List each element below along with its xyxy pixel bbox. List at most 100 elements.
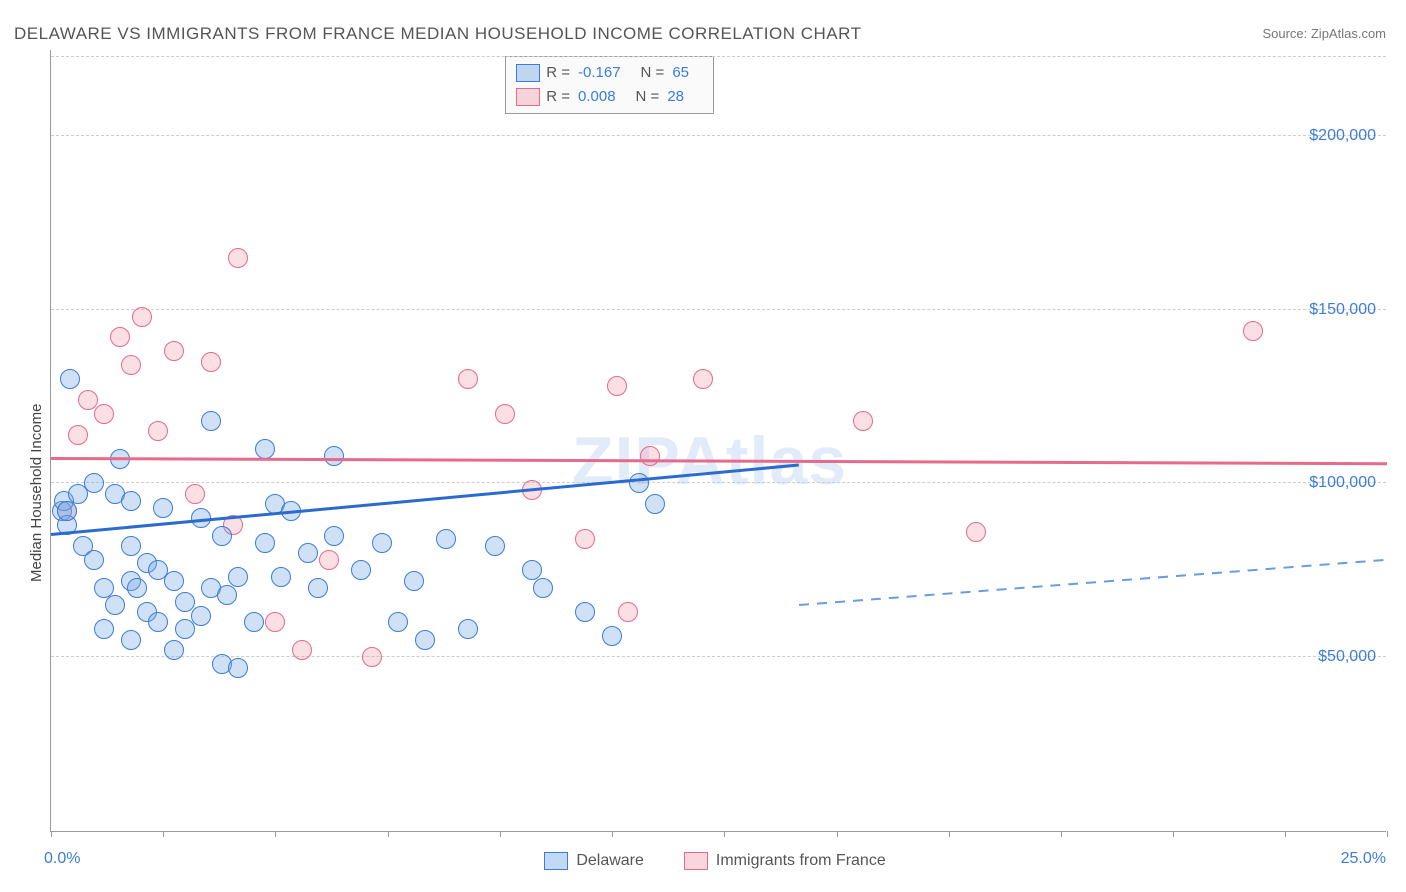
legend-item: Immigrants from France [684, 852, 886, 870]
x-tick [837, 831, 838, 837]
data-point [148, 612, 168, 632]
data-point [308, 578, 328, 598]
x-tick [500, 831, 501, 837]
data-point [629, 473, 649, 493]
legend-swatch [516, 88, 540, 106]
data-point [121, 630, 141, 650]
stats-legend-row: R = 0.008 N = 28 [516, 85, 703, 109]
data-point [84, 473, 104, 493]
data-point [217, 585, 237, 605]
trend-line [799, 558, 1387, 605]
data-point [362, 647, 382, 667]
gridline [51, 56, 1386, 57]
data-point [265, 612, 285, 632]
legend-swatch [684, 852, 708, 870]
y-tick-label: $50,000 [1318, 648, 1376, 666]
data-point [575, 529, 595, 549]
x-tick [949, 831, 950, 837]
x-tick [51, 831, 52, 837]
data-point [645, 494, 665, 514]
legend-swatch [544, 852, 568, 870]
data-point [191, 606, 211, 626]
source-citation: Source: ZipAtlas.com [1262, 26, 1386, 41]
data-point [127, 578, 147, 598]
data-point [110, 327, 130, 347]
n-label: N = [636, 85, 660, 109]
y-tick-label: $150,000 [1309, 301, 1376, 319]
data-point [60, 369, 80, 389]
data-point [458, 369, 478, 389]
data-point [212, 526, 232, 546]
x-tick [1173, 831, 1174, 837]
data-point [105, 595, 125, 615]
data-point [298, 543, 318, 563]
data-point [966, 522, 986, 542]
data-point [271, 567, 291, 587]
data-point [458, 619, 478, 639]
x-axis-min-label: 0.0% [44, 850, 80, 868]
data-point [640, 446, 660, 466]
data-point [693, 369, 713, 389]
y-tick-label: $200,000 [1309, 127, 1376, 145]
data-point [228, 658, 248, 678]
data-point [607, 376, 627, 396]
data-point [324, 446, 344, 466]
data-point [388, 612, 408, 632]
n-label: N = [641, 61, 665, 85]
data-point [533, 578, 553, 598]
y-axis-title: Median Household Income [28, 403, 45, 581]
data-point [324, 526, 344, 546]
x-tick [1285, 831, 1286, 837]
gridline [51, 656, 1386, 657]
x-tick [388, 831, 389, 837]
data-point [201, 411, 221, 431]
data-point [132, 307, 152, 327]
n-value: 28 [667, 85, 684, 109]
legend-label: Delaware [576, 852, 644, 870]
chart-title: DELAWARE VS IMMIGRANTS FROM FRANCE MEDIA… [14, 24, 861, 44]
data-point [485, 536, 505, 556]
y-tick-label: $100,000 [1309, 474, 1376, 492]
r-label: R = [546, 61, 570, 85]
legend-swatch [516, 64, 540, 82]
data-point [228, 248, 248, 268]
data-point [404, 571, 424, 591]
data-point [153, 498, 173, 518]
data-point [57, 501, 77, 521]
data-point [175, 619, 195, 639]
plot-area: ZIPAtlas R =-0.167N =65R =0.008N =28 $50… [50, 50, 1386, 832]
data-point [164, 341, 184, 361]
data-point [94, 619, 114, 639]
chart-container: DELAWARE VS IMMIGRANTS FROM FRANCE MEDIA… [0, 0, 1406, 892]
data-point [372, 533, 392, 553]
x-axis-max-label: 25.0% [1341, 850, 1386, 868]
trend-line [51, 457, 1387, 465]
data-point [415, 630, 435, 650]
data-point [244, 612, 264, 632]
gridline [51, 482, 1386, 483]
data-point [68, 425, 88, 445]
stats-legend-row: R =-0.167N =65 [516, 61, 703, 85]
data-point [575, 602, 595, 622]
r-value: 0.008 [578, 85, 616, 109]
gridline [51, 135, 1386, 136]
data-point [185, 484, 205, 504]
x-tick [612, 831, 613, 837]
data-point [319, 550, 339, 570]
data-point [201, 352, 221, 372]
series-legend: Delaware Immigrants from France [544, 852, 885, 870]
data-point [148, 421, 168, 441]
data-point [121, 355, 141, 375]
data-point [121, 536, 141, 556]
data-point [164, 571, 184, 591]
n-value: 65 [672, 61, 689, 85]
data-point [255, 533, 275, 553]
r-label: R = [546, 85, 570, 109]
data-point [94, 404, 114, 424]
data-point [292, 640, 312, 660]
data-point [436, 529, 456, 549]
data-point [121, 491, 141, 511]
data-point [618, 602, 638, 622]
gridline [51, 309, 1386, 310]
data-point [84, 550, 104, 570]
